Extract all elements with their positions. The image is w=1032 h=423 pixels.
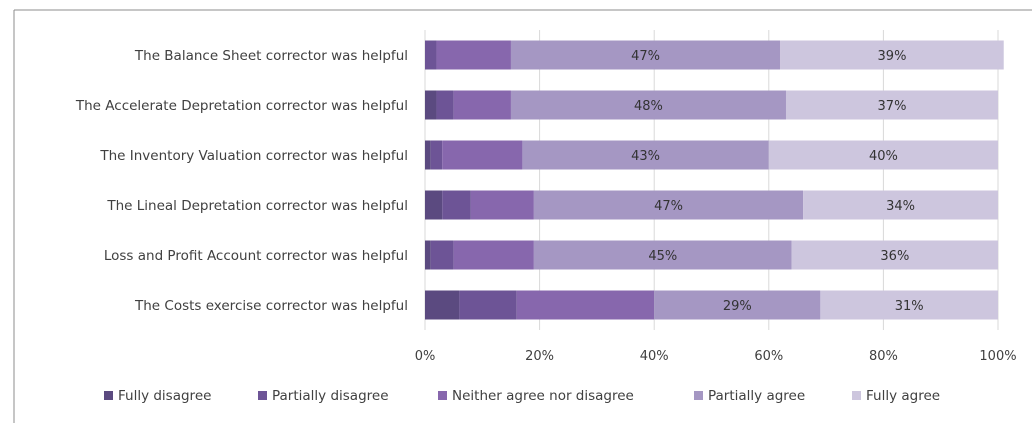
x-tick-label: 0% bbox=[415, 349, 436, 364]
x-tick-label: 100% bbox=[979, 349, 1016, 364]
x-axis-ticks: 0% 20% 40% 60% 80% 100% bbox=[415, 349, 1017, 364]
bar-segment bbox=[436, 40, 511, 70]
bar-segment bbox=[510, 90, 786, 120]
category-label: The Costs exercise corrector was helpful bbox=[134, 298, 408, 314]
x-tick-label: 80% bbox=[869, 349, 898, 364]
data-label: 29% bbox=[723, 299, 752, 314]
bar-segment bbox=[522, 140, 769, 170]
data-label: 48% bbox=[634, 99, 663, 114]
data-label: 47% bbox=[654, 199, 683, 214]
legend-label: Neither agree nor disagree bbox=[452, 388, 634, 404]
bar-segment bbox=[820, 290, 998, 320]
category-label: The Accelerate Depretation corrector was… bbox=[75, 98, 408, 114]
bar-segment bbox=[453, 90, 511, 120]
legend-swatch bbox=[438, 391, 447, 400]
category-label: The Inventory Valuation corrector was he… bbox=[99, 148, 408, 164]
data-label: 39% bbox=[878, 49, 907, 64]
data-label: 37% bbox=[878, 99, 907, 114]
bar-segment bbox=[785, 90, 998, 120]
legend-swatch bbox=[258, 391, 267, 400]
legend-label: Partially agree bbox=[708, 388, 805, 404]
gridlines bbox=[424, 30, 999, 330]
category-labels: The Balance Sheet corrector was helpful T… bbox=[75, 48, 408, 314]
legend-swatch bbox=[104, 391, 113, 400]
bar-segment bbox=[425, 90, 437, 120]
data-label: 36% bbox=[880, 249, 909, 264]
bar-segment bbox=[533, 240, 792, 270]
bar-segment bbox=[803, 190, 998, 220]
legend-label: Partially disagree bbox=[272, 388, 389, 404]
bar-segment bbox=[425, 290, 460, 320]
x-tick-label: 40% bbox=[640, 349, 669, 364]
category-label: The Lineal Depretation corrector was hel… bbox=[106, 198, 408, 214]
bar-segment bbox=[430, 240, 454, 270]
legend-swatch bbox=[694, 391, 703, 400]
bar-segment bbox=[425, 40, 437, 70]
bar-segment bbox=[425, 140, 431, 170]
bar-segment bbox=[425, 190, 443, 220]
bar-segment bbox=[780, 40, 1004, 70]
bar-segment bbox=[510, 40, 781, 70]
legend-swatch bbox=[852, 391, 861, 400]
bar-segment bbox=[791, 240, 998, 270]
bar-segment bbox=[459, 290, 517, 320]
bar-segment bbox=[768, 140, 998, 170]
bar-segment bbox=[442, 140, 523, 170]
bar-segment bbox=[442, 190, 471, 220]
bar-segment bbox=[654, 290, 821, 320]
data-label: 31% bbox=[895, 299, 924, 314]
bars: 47% 39% 48% 37% 43% 40% 47% 34% 45% 36% 29% 31% bbox=[425, 40, 1004, 320]
bar-segment bbox=[425, 240, 431, 270]
legend-label: Fully agree bbox=[866, 388, 940, 404]
category-label: The Balance Sheet corrector was helpful bbox=[134, 48, 408, 64]
x-tick-label: 60% bbox=[754, 349, 783, 364]
legend: Fully disagree Partially disagree Neither … bbox=[104, 388, 940, 404]
data-label: 40% bbox=[869, 149, 898, 164]
data-label: 45% bbox=[648, 249, 677, 264]
category-label: Loss and Profit Account corrector was he… bbox=[104, 248, 408, 264]
data-label: 47% bbox=[631, 49, 660, 64]
bar-segment bbox=[533, 190, 804, 220]
bar-segment bbox=[430, 140, 443, 170]
x-tick-label: 20% bbox=[525, 349, 554, 364]
data-label: 34% bbox=[886, 199, 915, 214]
data-label: 43% bbox=[631, 149, 660, 164]
bar-segment bbox=[470, 190, 534, 220]
bar-segment bbox=[516, 290, 655, 320]
legend-label: Fully disagree bbox=[118, 388, 211, 404]
bar-segment bbox=[453, 240, 534, 270]
bar-segment bbox=[436, 90, 454, 120]
